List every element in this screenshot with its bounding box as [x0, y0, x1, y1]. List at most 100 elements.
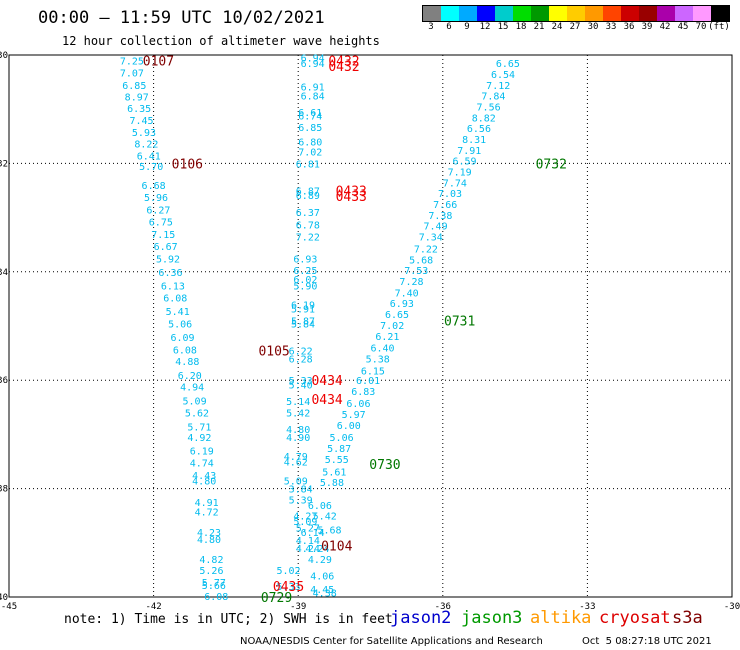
wave-height-value: 4.43 — [192, 471, 216, 482]
satellite-label-cryosat: cryosat — [599, 608, 671, 628]
legend-label: 70 — [695, 22, 707, 32]
legend-swatch — [693, 6, 711, 21]
wave-height-value: 6.93 — [293, 254, 317, 265]
pass-time-label: 0732 — [536, 157, 567, 172]
wave-height-value: 5.90 — [293, 281, 317, 292]
wave-height-value: 4.62 — [284, 458, 308, 469]
legend-swatch — [441, 6, 459, 21]
wave-height-value: 4.88 — [175, 357, 199, 368]
legend-label: 33 — [605, 22, 617, 32]
generated-date: Oct 5 08:27:18 UTC 2021 — [582, 636, 712, 647]
wave-height-value: 5.40 — [289, 381, 313, 392]
pass-time-label: 0105 — [258, 344, 289, 359]
wave-height-value: 6.89 — [296, 191, 320, 202]
wave-height-value: 6.67 — [154, 242, 178, 253]
wave-height-value: 6.35 — [127, 104, 151, 115]
wave-height-value: 6.81 — [296, 159, 320, 170]
wave-height-value: 4.06 — [310, 571, 334, 582]
pass-time-label: 0104 — [321, 540, 352, 555]
wave-height-value: 6.59 — [452, 157, 476, 168]
wave-height-value: 6.93 — [390, 299, 414, 310]
wave-height-value: 6.25 — [293, 266, 317, 277]
wave-height-value: 4.91 — [195, 498, 219, 509]
wave-height-value: 6.08 — [204, 592, 228, 603]
legend-swatch — [657, 6, 675, 21]
wave-height-value: 5.55 — [325, 455, 349, 466]
x-tick-label: -36 — [435, 602, 451, 612]
legend-swatch — [585, 6, 603, 21]
wave-height-value: 6.87 — [296, 187, 320, 198]
wave-height-value: 3.84 — [289, 485, 313, 496]
wave-height-value: 7.45 — [130, 116, 154, 127]
plot-frame — [8, 54, 733, 598]
pass-time-label: 0433 — [336, 185, 367, 200]
wave-height-value: 7.03 — [438, 189, 462, 200]
wave-height-value: 4.80 — [286, 425, 310, 436]
legend-swatch — [513, 6, 531, 21]
legend-swatch — [549, 6, 567, 21]
x-tick-label: -39 — [290, 602, 306, 612]
wave-height-value: 5.68 — [409, 255, 433, 266]
pass-time-label: 0729 — [261, 591, 292, 606]
wave-height-value: 6.21 — [375, 332, 399, 343]
wave-height-value: 6.28 — [289, 355, 313, 366]
legend-swatch — [639, 6, 657, 21]
wave-height-value: 6.19 — [291, 300, 315, 311]
wave-height-value: 5.62 — [185, 409, 209, 420]
wave-height-value: 6.01 — [356, 376, 380, 387]
legend-label: 39 — [641, 22, 653, 32]
wave-height-value: 6.84 — [301, 92, 325, 103]
pass-time-label: 0432 — [328, 54, 359, 69]
wave-height-value: 5.33 — [289, 376, 313, 387]
wave-height-value: 7.12 — [486, 81, 510, 92]
legend-label: 6 — [446, 22, 452, 32]
legend-swatch — [531, 6, 549, 21]
legend-swatch — [675, 6, 693, 21]
wave-height-value: 4.80 — [192, 476, 216, 487]
pass-time-label: 0107 — [143, 54, 174, 69]
wave-height-value: 5.42 — [286, 409, 310, 420]
legend-swatch — [621, 6, 639, 21]
wave-height-value: 5.66 — [202, 581, 226, 592]
satellite-label-altika: altika — [530, 608, 592, 628]
wave-height-value: 5.77 — [202, 578, 226, 589]
satellite-label-s3a: s3a — [672, 608, 703, 628]
y-tick-label: -34 — [0, 268, 8, 278]
pass-time-label: 0432 — [328, 60, 359, 75]
legend-swatch — [603, 6, 621, 21]
wave-height-value: 4.92 — [187, 433, 211, 444]
wave-height-value: 6.74 — [298, 112, 322, 123]
wave-height-value: 6.40 — [371, 344, 395, 355]
wave-height-value: 7.22 — [414, 244, 438, 255]
wave-height-value: 7.84 — [481, 92, 505, 103]
pass-time-label: 0435 — [273, 580, 304, 595]
wave-height-value: 5.68 — [317, 525, 341, 536]
wave-height-value: 6.54 — [491, 70, 515, 81]
y-tick-label: -36 — [0, 376, 8, 386]
wave-height-value: 5.09 — [293, 517, 317, 528]
legend-label: 36 — [623, 22, 635, 32]
wave-height-value: 7.19 — [448, 168, 472, 179]
color-scale-labels: 3 6 9 12 15 18 21 24 27 30 33 36 39 42 45 70 (ft) — [422, 22, 732, 34]
x-tick-label: -30 — [724, 602, 740, 612]
legend-label: 18 — [515, 22, 527, 32]
wave-height-value: 7.34 — [419, 233, 443, 244]
legend-label: 45 — [677, 22, 689, 32]
wave-height-value: 5.38 — [366, 355, 390, 366]
wave-height-value: 6.56 — [467, 124, 491, 135]
pass-time-label: 0730 — [369, 458, 400, 473]
wave-height-value: 6.68 — [142, 181, 166, 192]
wave-height-value: 4.80 — [197, 535, 221, 546]
wave-height-value: 6.80 — [298, 138, 322, 149]
wave-height-value: 4.79 — [284, 452, 308, 463]
wave-height-value: 6.08 — [173, 345, 197, 356]
wave-height-value: 6.37 — [296, 208, 320, 219]
wave-height-value: 5.96 — [144, 193, 168, 204]
legend-swatch — [423, 6, 441, 21]
wave-height-value: 8.31 — [462, 135, 486, 146]
wave-height-value: 5.06 — [168, 319, 192, 330]
wave-height-value: 7.22 — [296, 233, 320, 244]
wave-height-value: 5.33 — [277, 582, 301, 593]
wave-height-value: 6.78 — [296, 221, 320, 232]
